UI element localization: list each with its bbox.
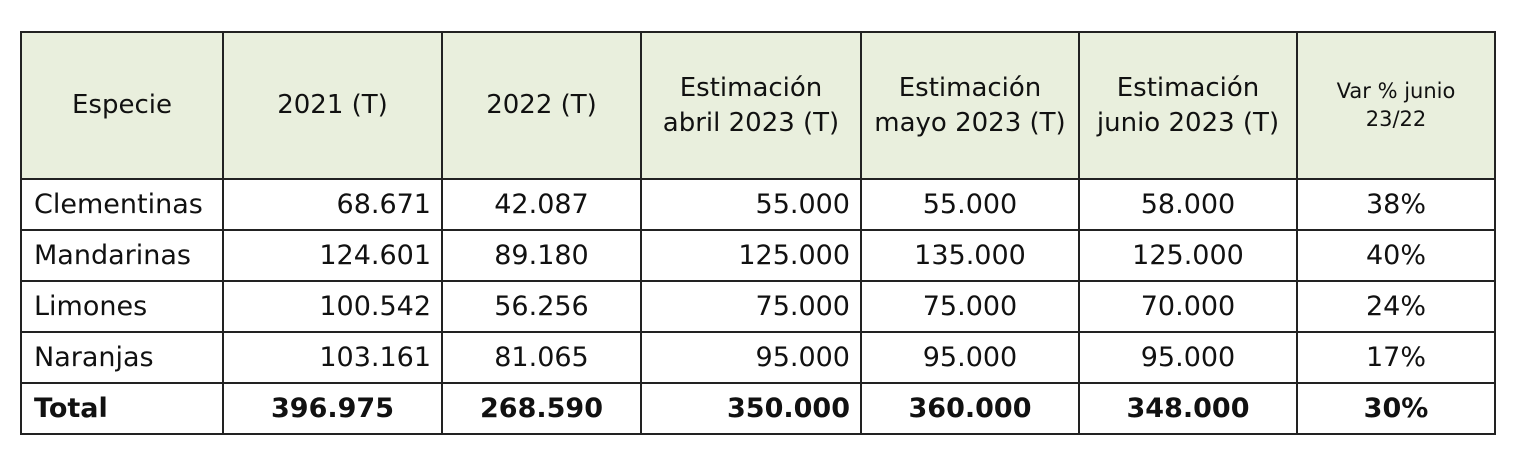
cell-species: Mandarinas [20, 229, 224, 282]
total-2022: 268.590 [441, 382, 642, 435]
total-2021: 396.975 [222, 382, 443, 435]
cell-var-june: 40% [1296, 229, 1496, 282]
table-row: Clementinas 68.671 42.087 55.000 55.000 … [20, 178, 1496, 231]
cell-estimate-may: 95.000 [860, 331, 1080, 384]
cell-species: Limones [20, 280, 224, 333]
header-estimate-june: Estimación junio 2023 (T) [1078, 31, 1298, 180]
total-estimate-may: 360.000 [860, 382, 1080, 435]
cell-estimate-may: 55.000 [860, 178, 1080, 231]
header-estimate-may: Estimación mayo 2023 (T) [860, 31, 1080, 180]
cell-2022: 56.256 [441, 280, 642, 333]
cell-var-june: 38% [1296, 178, 1496, 231]
citrus-production-table: Especie 2021 (T) 2022 (T) Estimación abr… [20, 31, 1496, 435]
header-species: Especie [20, 31, 224, 180]
cell-estimate-april: 125.000 [640, 229, 862, 282]
cell-estimate-june: 95.000 [1078, 331, 1298, 384]
cell-estimate-june: 58.000 [1078, 178, 1298, 231]
cell-2021: 68.671 [222, 178, 443, 231]
header-var-june: Var % junio 23/22 [1296, 31, 1496, 180]
cell-2022: 89.180 [441, 229, 642, 282]
table-row: Limones 100.542 56.256 75.000 75.000 70.… [20, 280, 1496, 333]
cell-var-june: 24% [1296, 280, 1496, 333]
total-label: Total [20, 382, 224, 435]
total-var-june: 30% [1296, 382, 1496, 435]
cell-2022: 42.087 [441, 178, 642, 231]
cell-estimate-april: 55.000 [640, 178, 862, 231]
table-row: Naranjas 103.161 81.065 95.000 95.000 95… [20, 331, 1496, 384]
cell-estimate-may: 135.000 [860, 229, 1080, 282]
cell-estimate-june: 70.000 [1078, 280, 1298, 333]
header-row: Especie 2021 (T) 2022 (T) Estimación abr… [20, 31, 1496, 180]
table-row: Mandarinas 124.601 89.180 125.000 135.00… [20, 229, 1496, 282]
cell-2022: 81.065 [441, 331, 642, 384]
header-estimate-april: Estimación abril 2023 (T) [640, 31, 862, 180]
cell-species: Naranjas [20, 331, 224, 384]
total-row: Total 396.975 268.590 350.000 360.000 34… [20, 382, 1496, 435]
cell-2021: 103.161 [222, 331, 443, 384]
cell-estimate-may: 75.000 [860, 280, 1080, 333]
header-2022: 2022 (T) [441, 31, 642, 180]
cell-estimate-april: 75.000 [640, 280, 862, 333]
header-2021: 2021 (T) [222, 31, 443, 180]
total-estimate-april: 350.000 [640, 382, 862, 435]
total-estimate-june: 348.000 [1078, 382, 1298, 435]
cell-species: Clementinas [20, 178, 224, 231]
cell-estimate-april: 95.000 [640, 331, 862, 384]
cell-var-june: 17% [1296, 331, 1496, 384]
cell-2021: 124.601 [222, 229, 443, 282]
cell-2021: 100.542 [222, 280, 443, 333]
cell-estimate-june: 125.000 [1078, 229, 1298, 282]
